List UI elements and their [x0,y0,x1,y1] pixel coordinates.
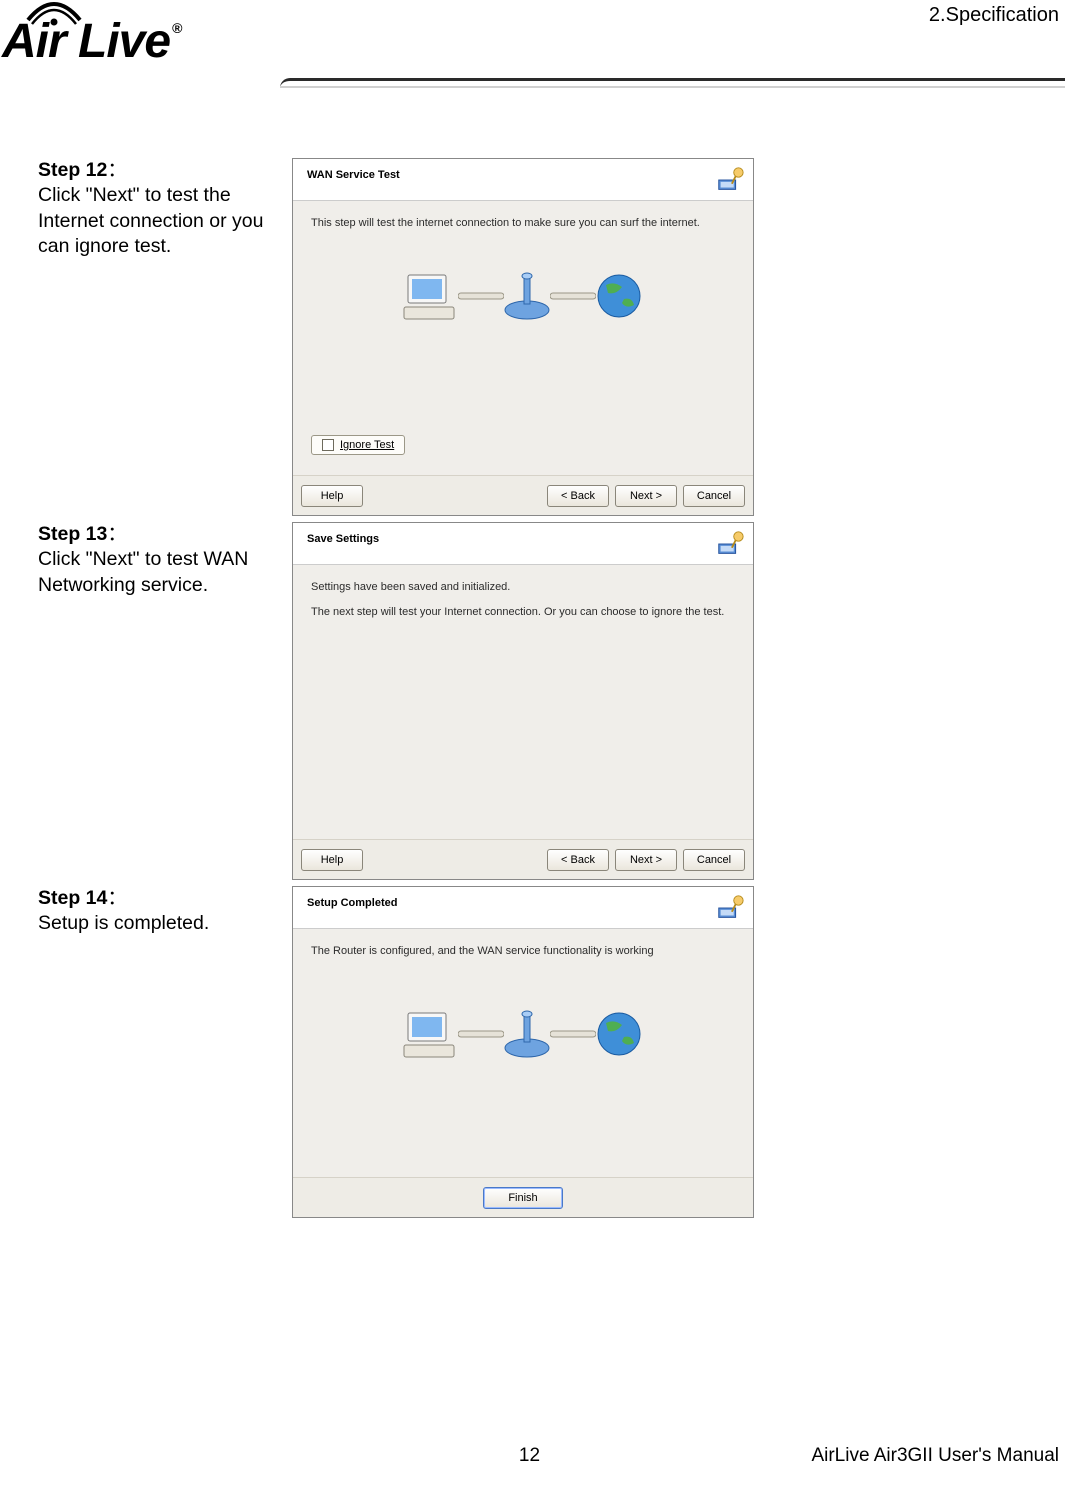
wizard-setup-completed: Setup Completed The Router is configured… [292,886,754,1218]
step-sep: ： [107,159,127,181]
finish-button[interactable]: Finish [483,1187,563,1209]
help-button[interactable]: Help [301,849,363,871]
doc-title: AirLive Air3GII User's Manual [811,1445,1059,1467]
page-number: 12 [519,1445,540,1467]
pc-icon [402,269,460,323]
wizard-title: Save Settings [307,533,739,545]
step-14-row: Step 14： Setup is completed. Setup Compl… [38,886,1065,1218]
wizard-footer: Finish [293,1177,753,1217]
wizard-title: WAN Service Test [307,169,739,181]
step-sep: ： [107,523,127,545]
wizard-title: Setup Completed [307,897,739,909]
help-button[interactable]: Help [301,485,363,507]
step-14-text: Step 14： Setup is completed. [38,886,292,1218]
brand-logo: Air Live® [2,14,179,69]
back-button[interactable]: < Back [547,849,609,871]
step-12-title: Step 12 [38,159,107,181]
next-button[interactable]: Next > [615,485,677,507]
wizard-msg: This step will test the internet connect… [311,215,735,232]
wizard-wan-test: WAN Service Test This step will test the… [292,158,754,516]
globe-icon [594,1009,644,1059]
connector-icon [458,288,504,304]
network-diagram [311,1000,735,1068]
next-button[interactable]: Next > [615,849,677,871]
header-divider [280,78,1065,96]
registered-icon: ® [172,20,181,36]
wizard-msg: The Router is configured, and the WAN se… [311,943,735,960]
wizard-head: WAN Service Test [293,159,753,201]
wizard-save-settings: Save Settings Settings have been saved a… [292,522,754,880]
connector-icon [550,1026,596,1042]
router-wizard-icon [715,529,745,559]
router-icon [502,1008,552,1060]
step-12-row: Step 12： Click "Next" to test the Intern… [38,158,1065,516]
network-diagram [311,262,735,330]
wizard-footer: Help < Back Next > Cancel [293,839,753,879]
step-14-desc: Setup is completed. [38,912,209,934]
router-icon [502,270,552,322]
page-footer: 12 AirLive Air3GII User's Manual [0,1445,1059,1467]
section-label: 2.Specification [929,4,1059,27]
wizard-body: Settings have been saved and initialized… [293,565,753,839]
cancel-button[interactable]: Cancel [683,849,745,871]
step-13-row: Step 13： Click "Next" to test WAN Networ… [38,522,1065,880]
router-wizard-icon [715,165,745,195]
wizard-head: Save Settings [293,523,753,565]
connector-icon [458,1026,504,1042]
step-13-text: Step 13： Click "Next" to test WAN Networ… [38,522,292,880]
wizard-head: Setup Completed [293,887,753,929]
content-area: Step 12： Click "Next" to test the Intern… [38,158,1065,1224]
cancel-button[interactable]: Cancel [683,485,745,507]
wizard-body: This step will test the internet connect… [293,201,753,475]
back-button[interactable]: < Back [547,485,609,507]
globe-icon [594,271,644,321]
wizard-body: The Router is configured, and the WAN se… [293,929,753,1177]
wizard-footer: Help < Back Next > Cancel [293,475,753,515]
ignore-test-checkbox[interactable]: Ignore Test [311,435,405,455]
connector-icon [550,288,596,304]
checkbox-icon [322,439,334,451]
page-header: 2.Specification Air Live® [0,0,1065,110]
step-13-title: Step 13 [38,523,107,545]
step-13-desc: Click "Next" to test WAN Networking serv… [38,548,248,595]
ignore-test-label: Ignore Test [340,439,394,451]
step-12-desc: Click "Next" to test the Internet connec… [38,184,263,257]
step-sep: ： [107,887,127,909]
wizard-msg-2: The next step will test your Internet co… [311,604,735,621]
pc-icon [402,1007,460,1061]
step-14-title: Step 14 [38,887,107,909]
step-12-text: Step 12： Click "Next" to test the Intern… [38,158,292,516]
router-wizard-icon [715,893,745,923]
wizard-msg-1: Settings have been saved and initialized… [311,579,735,596]
